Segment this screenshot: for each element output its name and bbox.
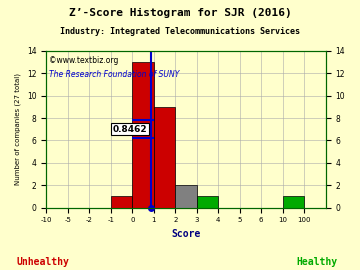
Text: ©www.textbiz.org: ©www.textbiz.org (49, 56, 118, 65)
Bar (154, 107, 175, 208)
Text: Z’-Score Histogram for SJR (2016): Z’-Score Histogram for SJR (2016) (69, 8, 291, 18)
Text: Industry: Integrated Telecommunications Services: Industry: Integrated Telecommunications … (60, 27, 300, 36)
Text: The Research Foundation of SUNY: The Research Foundation of SUNY (49, 70, 180, 79)
Bar (197, 196, 218, 208)
Y-axis label: Number of companies (27 total): Number of companies (27 total) (15, 73, 22, 185)
Bar (175, 185, 197, 208)
Text: Unhealthy: Unhealthy (17, 257, 69, 267)
X-axis label: Score: Score (171, 229, 201, 239)
Bar (283, 196, 304, 208)
Bar (132, 62, 154, 208)
Text: Healthy: Healthy (296, 257, 337, 267)
Text: 0.8462: 0.8462 (113, 125, 147, 134)
Bar (111, 196, 132, 208)
